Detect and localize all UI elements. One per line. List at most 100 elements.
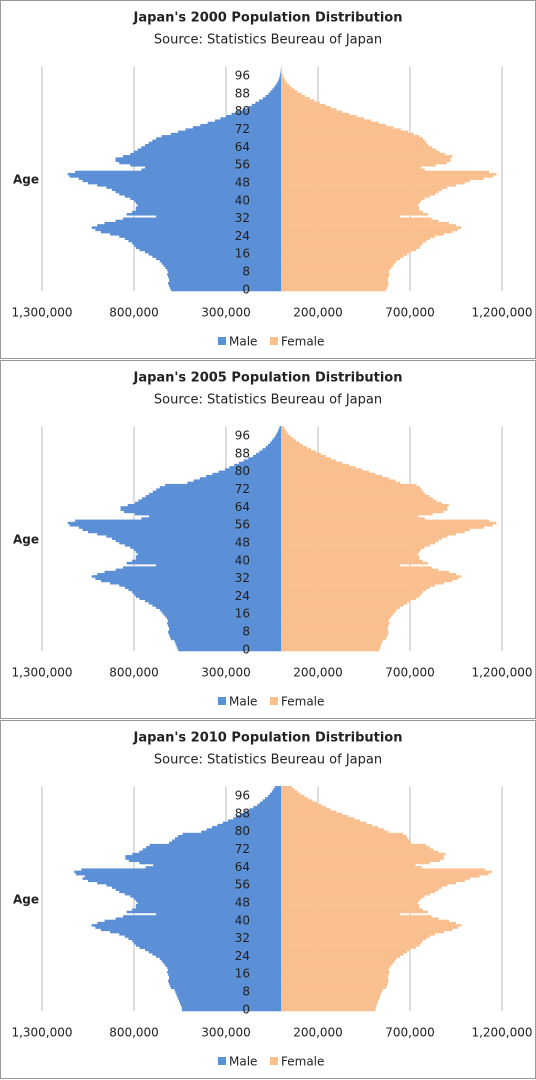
bar [281,128,401,131]
bar [115,917,282,920]
bar [281,601,408,605]
y-tick-label: 96 [235,69,250,83]
bar [281,461,343,465]
bar [146,846,282,849]
bar [281,224,456,227]
bar [278,428,282,431]
bar [111,886,282,889]
bar [281,821,367,825]
bar [281,101,320,105]
bar [128,859,282,863]
bar [97,881,282,885]
bar [161,262,282,265]
bar [175,642,282,645]
bar [281,530,465,534]
bar [130,546,282,549]
bar [281,266,392,270]
bar [281,826,379,829]
bar [176,644,282,647]
bar [281,628,388,632]
y-tick-label: 40 [235,193,250,207]
bar [281,250,411,254]
bar [168,979,282,983]
bar [262,448,282,451]
bar [130,152,282,156]
x-tick-label: 1,200,000 [471,306,532,320]
bar [212,826,282,829]
bar [281,646,381,650]
bar [281,170,490,174]
bar [281,501,442,505]
bar [256,452,282,456]
bar [156,564,282,567]
bar [270,90,282,94]
bar [276,432,282,436]
bar [168,630,282,634]
bar [122,915,282,918]
bar [115,219,282,223]
bar [168,279,282,283]
x-tick-label: 800,000 [109,666,159,680]
bar [274,86,282,89]
bar [281,181,465,185]
bar [95,577,282,581]
bar [180,1002,282,1005]
x-tick-label: 700,000 [385,306,435,320]
y-tick-label: 0 [242,1002,250,1016]
bar [281,979,389,983]
bar [281,850,439,854]
bar [126,910,282,914]
bar [281,937,427,941]
bar [281,106,331,109]
bar [281,644,381,647]
x-tick-label: 1,300,000 [11,666,72,680]
bar [281,448,312,451]
bar [281,552,418,556]
bar [168,624,282,627]
bar [125,857,282,860]
bar [281,115,357,118]
bar [97,532,282,536]
bar [212,472,282,476]
bar [281,519,490,523]
bar [128,588,282,592]
bar [281,846,430,849]
bar [119,933,282,936]
bar [281,248,416,252]
bar [156,257,282,261]
bar [137,552,282,556]
bar [242,108,282,111]
bar [281,975,388,978]
bar [281,1002,378,1005]
legend-swatch [270,697,278,705]
bar [281,584,436,587]
bar [281,488,422,491]
bar [281,959,395,963]
y-tick-label: 24 [235,949,250,963]
legend-swatch [218,337,226,345]
bar [152,604,282,607]
bar [281,866,422,869]
bar [281,132,414,136]
bar [281,855,444,858]
bar [281,150,440,154]
y-tick-label: 48 [235,895,250,909]
legend-label: Male [229,335,257,349]
bar [281,830,389,834]
bar [170,132,282,136]
bar [281,577,458,581]
bar [281,68,282,71]
bar [281,635,387,638]
bar [281,875,480,878]
bar [165,266,282,270]
bar [281,74,284,78]
bar [281,428,286,431]
bar [281,570,450,574]
bar [139,861,282,865]
bar [148,601,282,605]
x-tick-label: 300,000 [201,306,251,320]
bar [281,595,420,598]
bar [281,206,420,209]
bar [281,517,425,520]
